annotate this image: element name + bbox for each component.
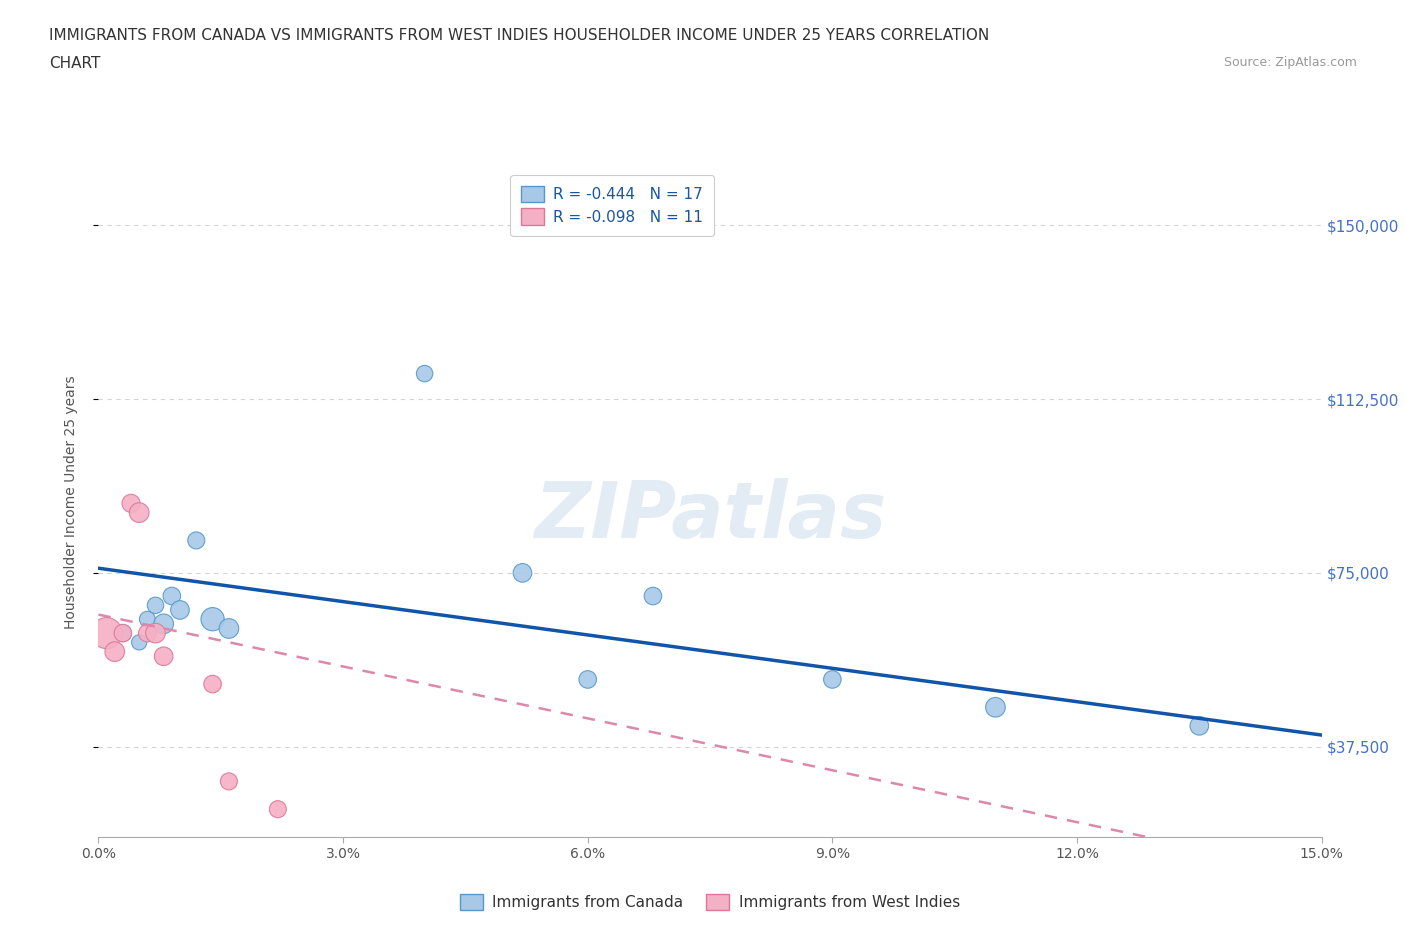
Point (145, 626, 167, 641)
Point (512, 565, 534, 580)
Point (641, 589, 664, 604)
Y-axis label: Householder Income Under 25 years: Householder Income Under 25 years (63, 376, 77, 629)
Point (136, 626, 159, 641)
Text: CHART: CHART (49, 56, 101, 71)
Point (104, 644, 127, 659)
Text: IMMIGRANTS FROM CANADA VS IMMIGRANTS FROM WEST INDIES HOUSEHOLDER INCOME UNDER 2: IMMIGRANTS FROM CANADA VS IMMIGRANTS FRO… (49, 28, 990, 43)
Point (267, 802, 290, 817)
Point (111, 626, 134, 641)
Point (186, 533, 208, 548)
Point (169, 603, 191, 618)
Point (576, 672, 599, 687)
Point (218, 621, 240, 636)
Text: Source: ZipAtlas.com: Source: ZipAtlas.com (1223, 56, 1357, 69)
Point (136, 612, 159, 627)
Point (1188, 718, 1211, 733)
Point (145, 598, 167, 613)
Point (111, 626, 134, 641)
Legend: Immigrants from Canada, Immigrants from West Indies: Immigrants from Canada, Immigrants from … (454, 887, 966, 916)
Point (152, 617, 174, 631)
Point (984, 699, 1007, 714)
Point (201, 677, 224, 692)
Point (821, 672, 844, 687)
Point (96, 626, 118, 641)
Point (160, 589, 183, 604)
Point (201, 612, 224, 627)
Text: ZIPatlas: ZIPatlas (534, 478, 886, 553)
Point (120, 496, 142, 511)
Point (413, 366, 436, 381)
Point (152, 649, 174, 664)
Point (128, 635, 150, 650)
Point (218, 774, 240, 789)
Point (128, 505, 150, 520)
